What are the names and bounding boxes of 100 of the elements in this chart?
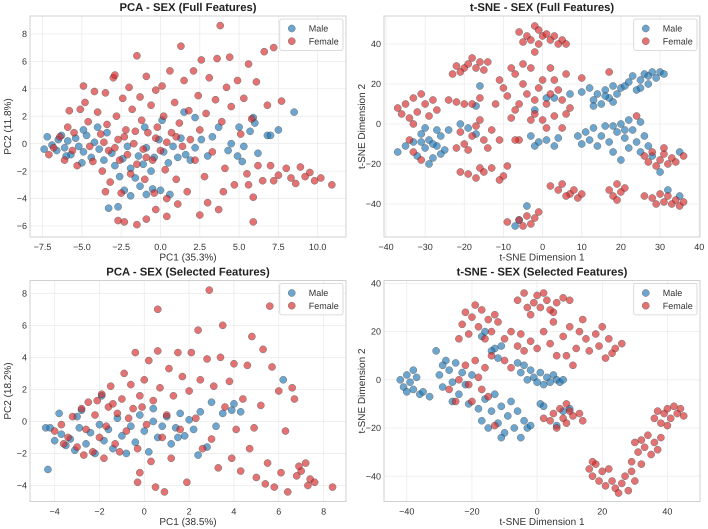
point — [149, 418, 158, 426]
y-tick-label: 2 — [22, 384, 27, 395]
point — [127, 422, 135, 430]
x-tick-label: 10.0 — [308, 242, 326, 252]
x-tick-label: 5.0 — [232, 242, 246, 252]
point — [58, 430, 66, 438]
y-tick-label: 0 — [22, 416, 27, 427]
point — [55, 410, 63, 418]
y-tick-label: −2 — [16, 166, 27, 176]
legend-label: Female — [662, 36, 693, 46]
y-tick-label: −40 — [366, 471, 381, 482]
x-tick-label: −30 — [417, 242, 433, 252]
x-axis-title: PC1 (38.5%) — [159, 517, 217, 528]
y-tick-label: 40 — [370, 39, 381, 50]
point — [208, 398, 216, 406]
point — [158, 422, 166, 430]
x-tick-label: 40 — [694, 242, 704, 252]
x-tick-label: 0 — [142, 506, 147, 516]
y-tick-label: 4 — [22, 352, 27, 363]
chart-title: t-SNE - SEX (Full Features) — [470, 2, 614, 14]
y-tick-label: −6 — [16, 221, 27, 232]
x-tick-label: −10 — [496, 242, 512, 252]
chart-title: PCA - SEX (Full Features) — [119, 2, 257, 14]
point — [212, 422, 220, 430]
x-tick-label: 30 — [655, 242, 666, 252]
x-tick-label: 40 — [662, 506, 672, 516]
y-tick-label: 0 — [376, 119, 381, 130]
y-tick-label: 2 — [22, 111, 27, 122]
y-tick-label: −2 — [16, 448, 27, 459]
point — [279, 376, 288, 384]
point — [196, 408, 204, 416]
point — [167, 440, 176, 448]
legend-label: Female — [662, 300, 693, 311]
point — [149, 404, 158, 412]
point — [176, 410, 184, 418]
x-tick-label: 0 — [540, 242, 546, 252]
x-axis-title: t-SNE Dimension 1 — [499, 252, 585, 264]
legend-label: Male — [662, 24, 682, 34]
point — [118, 432, 126, 440]
chart-title: t-SNE - SEX (Selected Features) — [456, 266, 628, 278]
point — [136, 411, 144, 419]
point — [185, 416, 193, 424]
x-tick-label: −20 — [456, 242, 472, 252]
point — [140, 427, 148, 435]
legend-label: Male — [308, 24, 328, 34]
y-tick-label: 0 — [22, 138, 27, 149]
x-tick-label: −20 — [464, 506, 480, 516]
point — [122, 450, 130, 458]
y-tick-label: 40 — [370, 278, 381, 289]
x-tick-label: 2 — [186, 506, 192, 516]
x-tick-label: −7.5 — [34, 242, 52, 252]
y-tick-label: 6 — [22, 56, 27, 66]
point — [132, 438, 140, 446]
x-tick-label: 20 — [616, 242, 626, 252]
y-tick-label: 20 — [370, 326, 381, 337]
x-tick-label: 6 — [276, 506, 282, 516]
y-tick-label: −40 — [366, 199, 381, 210]
x-tick-label: 0 — [534, 506, 540, 516]
legend-label: Female — [308, 36, 339, 46]
point — [96, 420, 104, 428]
y-tick-label: −4 — [16, 480, 27, 491]
point — [194, 451, 202, 459]
x-tick-label: −40 — [399, 506, 414, 516]
point — [190, 426, 198, 434]
y-tick-label: −20 — [366, 423, 381, 434]
x-tick-label: 4 — [231, 506, 236, 516]
x-tick-label: 8 — [321, 506, 326, 516]
chart-title: PCA - SEX (Selected Features) — [106, 266, 270, 278]
point — [50, 436, 58, 444]
x-axis-title: t-SNE Dimension 1 — [499, 517, 585, 528]
x-tick-label: −2.5 — [112, 242, 130, 252]
point — [218, 410, 227, 418]
x-tick-label: 2.5 — [194, 242, 206, 252]
y-tick-label: 20 — [370, 79, 381, 90]
legend-label: Male — [308, 288, 328, 298]
point — [174, 434, 182, 442]
point — [228, 406, 236, 414]
x-tick-label: −5.0 — [72, 242, 91, 252]
point — [236, 408, 244, 416]
legend-label: Female — [308, 300, 339, 311]
x-tick-label: −2 — [94, 506, 105, 516]
point — [75, 424, 84, 432]
point — [180, 432, 188, 440]
point — [230, 400, 238, 408]
x-tick-label: 7.5 — [272, 242, 285, 252]
x-tick-label: 0.0 — [154, 242, 167, 252]
y-axis-title: t-SNE Dimension 2 — [357, 84, 368, 170]
x-tick-label: 20 — [597, 506, 608, 516]
x-axis-title: PC1 (35.3%) — [159, 252, 217, 264]
y-axis-title: PC2 (11.8%) — [3, 98, 14, 155]
x-tick-label: 10 — [576, 242, 587, 252]
y-tick-label: −20 — [366, 159, 381, 170]
point — [144, 448, 153, 456]
point — [44, 466, 52, 474]
y-tick-label: 6 — [22, 320, 27, 330]
y-tick-label: 8 — [22, 28, 27, 39]
x-tick-label: −4 — [50, 506, 60, 516]
y-tick-label: 0 — [376, 374, 381, 385]
y-axis-title: PC2 (18.2%) — [3, 362, 14, 420]
y-axis-title: t-SNE Dimension 2 — [357, 348, 368, 434]
